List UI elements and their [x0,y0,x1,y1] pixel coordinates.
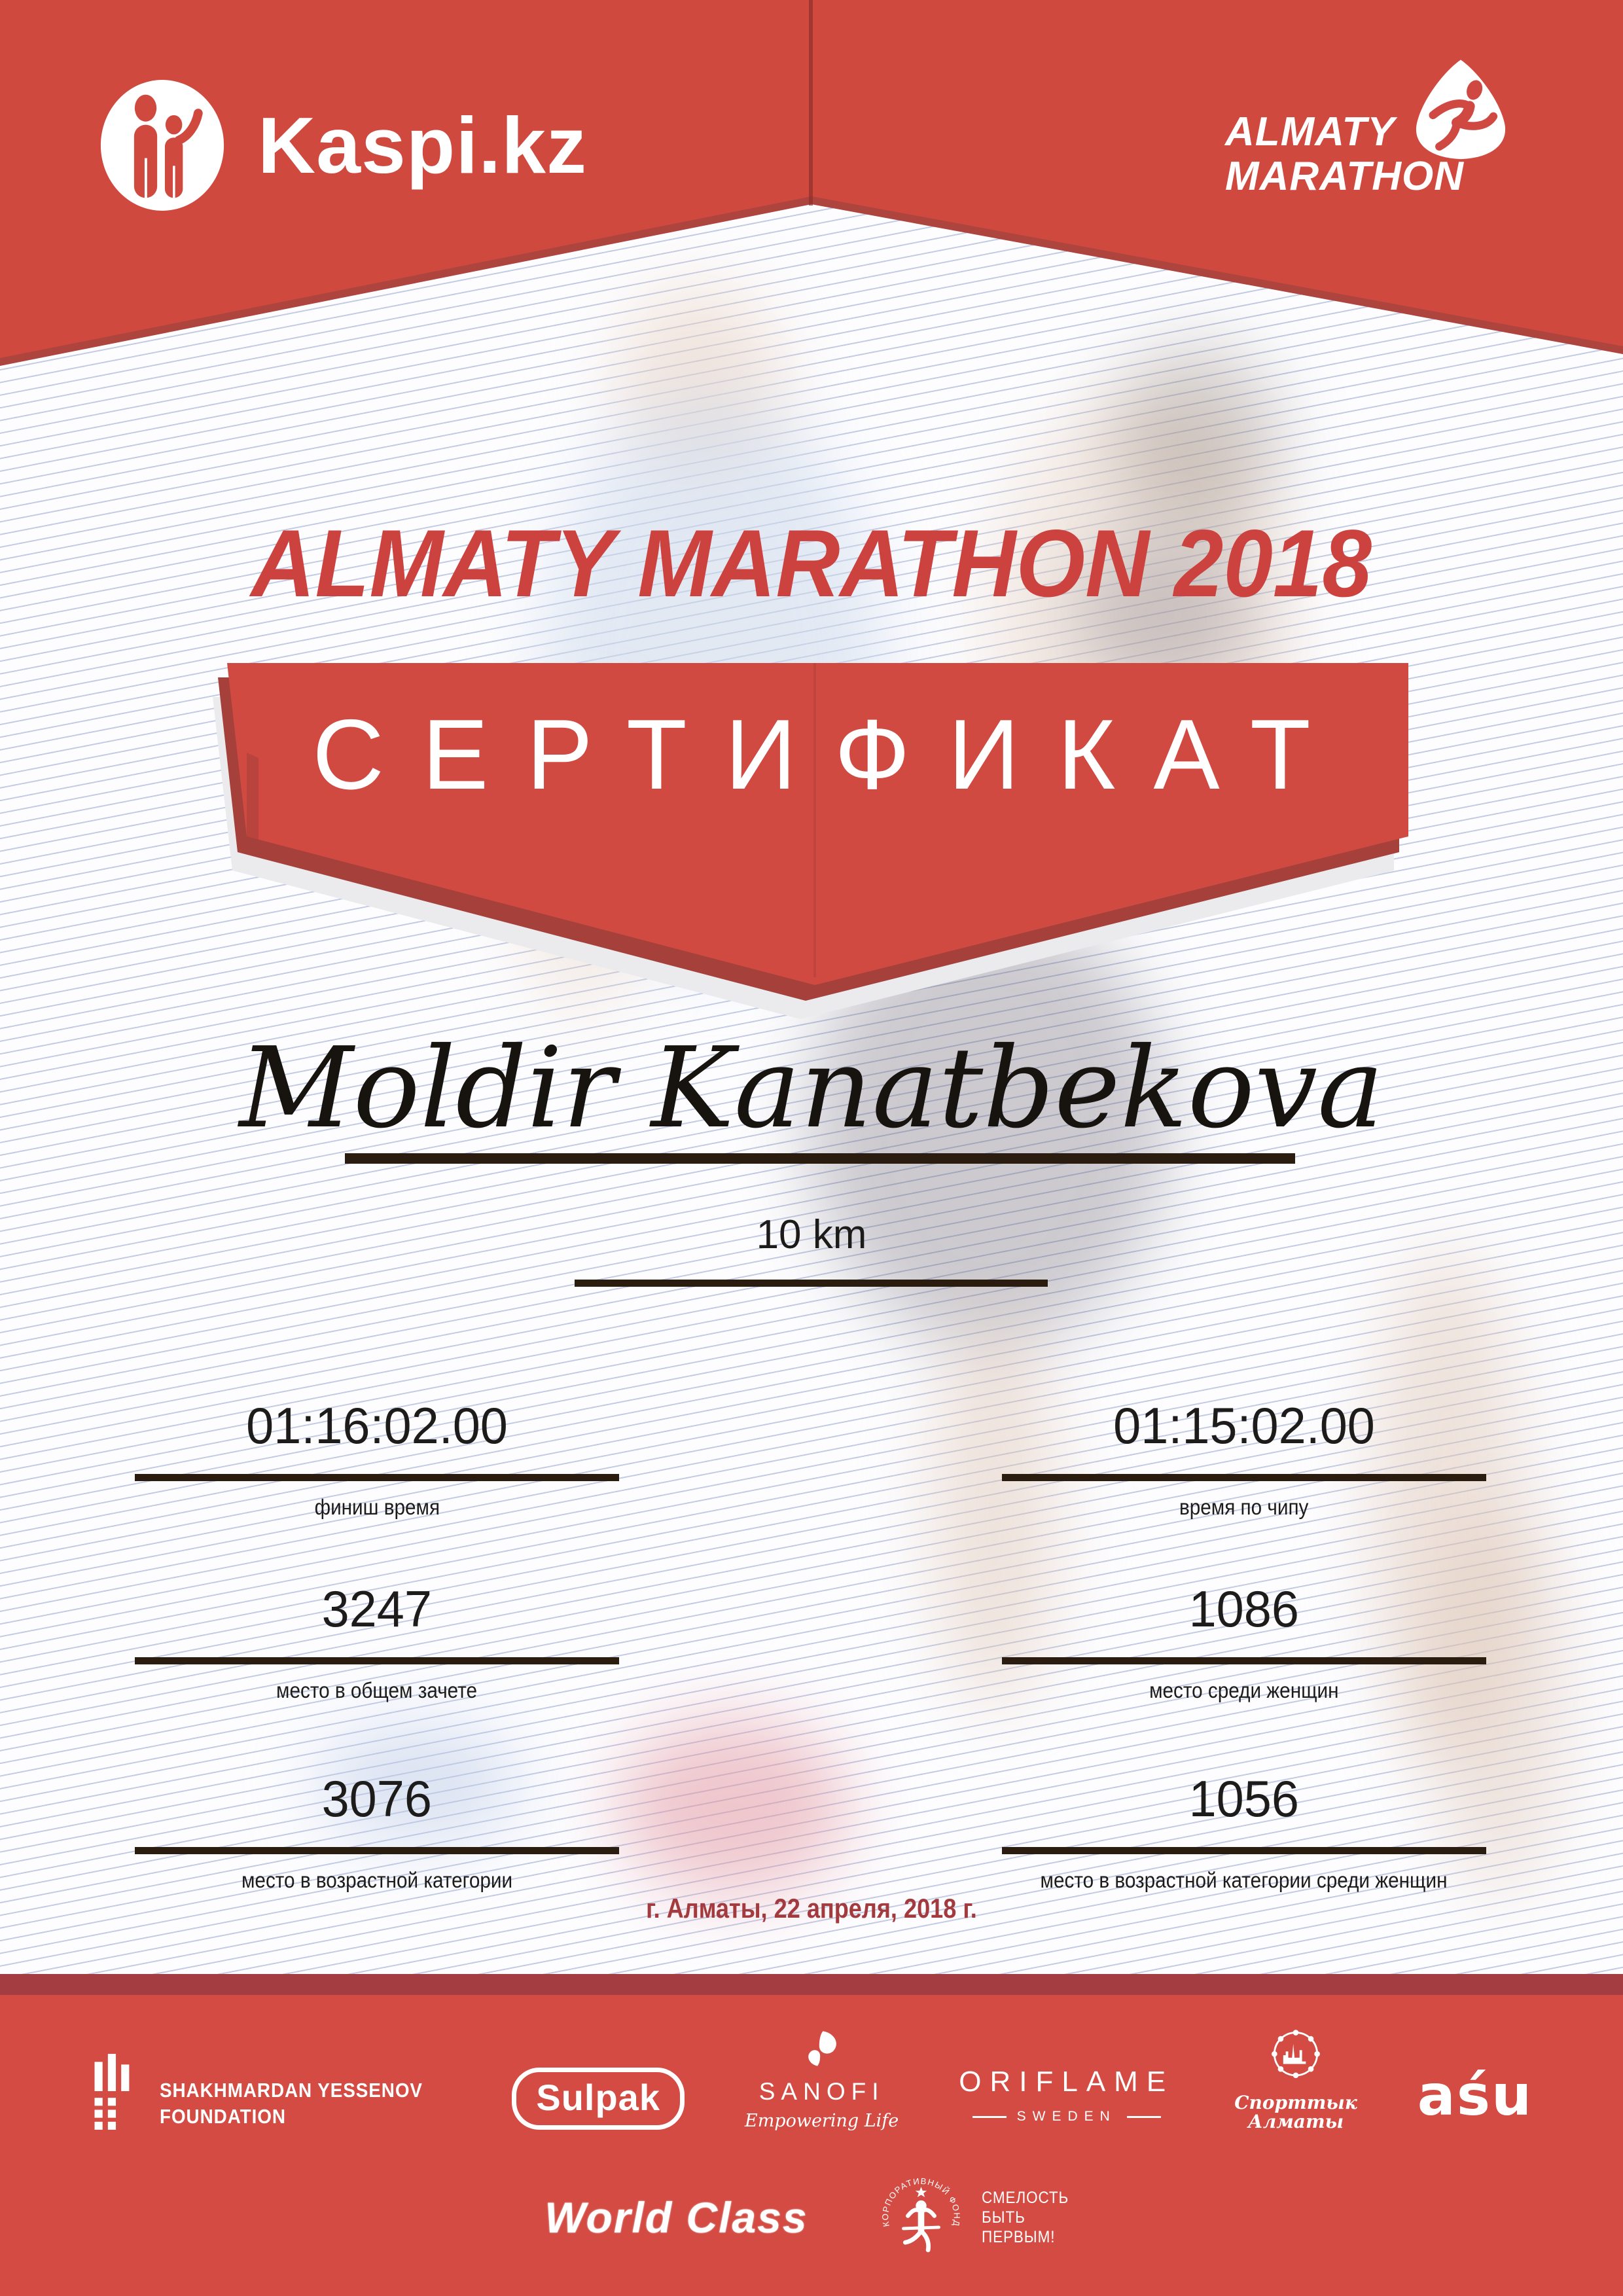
fund-slogan-line3: ПЕРВЫМ! [981,2228,1056,2246]
kaspi-people-icon [100,80,224,211]
certificate-banner [213,663,1408,1019]
fund-slogan: СМЕЛОСТЬ БЫТЬ ПЕРВЫМ! [982,2188,1079,2247]
world-class-label: World Class [544,2193,808,2242]
fund-slogan-line2: БЫТЬ [981,2208,1026,2227]
date-location: г. Алматы, 22 апреля, 2018 г. [646,1893,977,1924]
kaspi-logo: Kaspi.kz [98,79,587,212]
sponsor-sport-almaty-logo: Спорттык Алматы [1234,2025,1357,2131]
stat-gender-place: 1086 место среди женщин [1002,1576,1486,1702]
header-band [0,0,1623,366]
sponsor-asu-logo: aśu [1418,2063,1533,2128]
sponsor-corporate-fund-logo: КОРПОРАТИВНЫЙ ФОНД СМЕЛОСТЬ БЫТЬ ПЕРВЫМ! [874,2170,1079,2265]
almaty-runner-pick-icon [1416,60,1506,160]
stat-underline [135,1847,619,1854]
stat-age-gender-place: 1056 место в возрастной категории среди … [1002,1766,1486,1892]
stat-value: 1086 [1188,1580,1300,1638]
sulpak-label: Sulpak [536,2077,660,2118]
yessenov-line2: FOUNDATION [159,2105,286,2128]
sponsor-sanofi-logo: SANOFI Empowering Life [745,2028,899,2131]
stat-label: место в возрастной категории среди женщи… [1041,1868,1448,1892]
yessenov-foundation-name: SHAKHMARDAN YESSENOV FOUNDATION [160,2077,452,2131]
name-underline [345,1153,1295,1164]
sponsors-row-1: SHAKHMARDAN YESSENOV FOUNDATION Sulpak S… [0,2028,1623,2131]
stat-value: 01:15:02.00 [1113,1397,1375,1454]
stat-underline [1002,1474,1486,1481]
footer-maroon-strip [0,1974,1623,1995]
stat-overall-place: 3247 место в общем зачете [135,1576,619,1702]
kaspi-logo-label: Kaspi.kz [258,101,587,190]
stat-finish-time: 01:16:02.00 финиш время [135,1393,619,1519]
stat-underline [135,1657,619,1664]
stat-value: 3076 [321,1770,433,1827]
fund-runner-emblem-icon: КОРПОРАТИВНЫЙ ФОНД [880,2176,961,2252]
footer-band [0,1995,1623,2296]
stat-label: место в возрастной категории [241,1868,513,1892]
event-title: ALMATY MARATHON 2018 [251,510,1372,617]
stat-label: место в общем зачете [276,1678,478,1702]
sport-almaty-line2: Алматы [1247,2111,1344,2132]
photo-blob [1427,1505,1571,1898]
fund-slogan-line1: СМЕЛОСТЬ [981,2189,1069,2207]
sanofi-bird-icon [808,2031,836,2066]
stat-value: 3247 [321,1580,433,1638]
distance-underline [575,1280,1048,1287]
stat-underline [135,1474,619,1481]
oriflame-dash [972,2115,1007,2118]
stat-value: 01:16:02.00 [246,1397,508,1454]
distance-value: 10 km [756,1212,867,1257]
photo-blob [615,1715,851,1898]
stat-age-place: 3076 место в возрастной категории [135,1766,619,1892]
sponsor-yessenov-foundation: SHAKHMARDAN YESSENOV FOUNDATION [90,2051,452,2131]
almaty-marathon-line2: MARATHON [1225,154,1465,199]
recipient-name: Moldir Kanatbekova [239,1024,1384,1153]
sport-almaty-emblem-icon [1272,2030,1320,2079]
sponsors-row-2: World Class КОРПОРАТИВНЫЙ ФОНД [0,2172,1623,2263]
oriflame-name: ORIFLAME [959,2066,1175,2098]
stat-label: время по чипу [1179,1495,1309,1519]
stat-chip-time: 01:15:02.00 время по чипу [1002,1393,1486,1519]
photo-blob [314,1721,524,1846]
yessenov-line1: SHAKHMARDAN YESSENOV [159,2079,423,2102]
photo-blob [1113,340,1283,537]
sanofi-name: SANOFI [758,2078,885,2105]
almaty-marathon-line1: ALMATY [1225,109,1395,154]
sanofi-tagline: Empowering Life [744,2111,899,2131]
sponsor-world-class-logo: World Class [544,2193,808,2242]
asu-label: aśu [1417,2063,1533,2128]
stat-label: место среди женщин [1149,1678,1339,1702]
yessenov-foundation-icon [94,2054,130,2130]
sponsor-sulpak-logo: Sulpak [512,2068,685,2130]
stat-label: финиш время [314,1495,440,1519]
photo-blob [1368,1244,1525,1767]
stat-underline [1002,1657,1486,1664]
sponsor-oriflame-logo: ORIFLAME SWEDEN [959,2066,1174,2125]
stat-value: 1056 [1188,1770,1300,1827]
sport-almaty-line1: Спорттык [1234,2092,1357,2113]
stat-underline [1002,1847,1486,1854]
oriflame-subtitle: SWEDEN [1016,2109,1116,2124]
oriflame-dash [1126,2115,1161,2118]
sport-almaty-name: Спорттык Алматы [1234,2093,1357,2131]
almaty-marathon-logo: ALMATY MARATHON [1225,110,1464,199]
certificate-heading: СЕРТИФИКАТ [312,699,1349,810]
photo-blob [929,1309,1060,1715]
